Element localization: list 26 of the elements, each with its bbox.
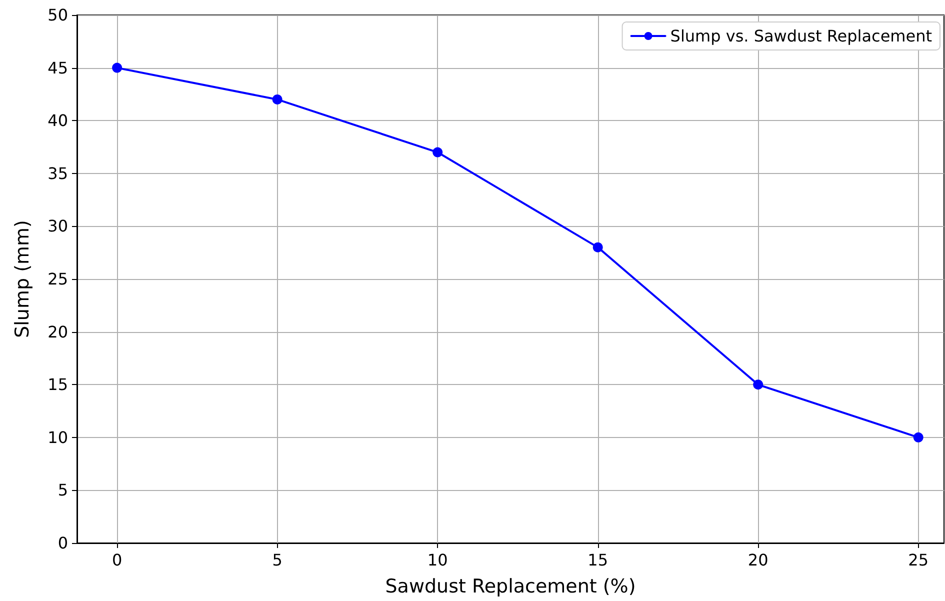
point: [112, 62, 122, 73]
y-tick-label: 15: [48, 375, 68, 394]
y-tick-label: 0: [58, 534, 68, 552]
x-tick-label: 5: [272, 550, 282, 570]
x-tick-label: 0: [112, 550, 122, 570]
y-tick-label: 25: [48, 270, 68, 288]
y-tick-label: 10: [48, 428, 68, 447]
x-axis-title: Sawdust Replacement (%): [385, 576, 636, 598]
legend-label: Slump vs. Sawdust Replacement: [670, 26, 932, 46]
point: [272, 94, 282, 104]
x-tick-label: 25: [908, 550, 929, 570]
x-tick-label: 20: [748, 550, 768, 570]
y-tick-label: 35: [48, 164, 68, 183]
y-tick-label: 20: [48, 322, 68, 342]
y-tick-label: 50: [48, 6, 68, 24]
y-tick-label: 40: [48, 111, 68, 130]
point: [592, 242, 603, 252]
y-tick-label: 45: [48, 58, 68, 78]
y-tick-label: 30: [48, 216, 68, 236]
x-tick-label: 10: [427, 550, 448, 570]
x-tick-label: 15: [588, 550, 608, 570]
point: [913, 432, 924, 442]
point: [753, 380, 764, 390]
point: [432, 147, 443, 158]
y-tick-label: 5: [58, 480, 68, 500]
y-axis-title: Slump (mm): [12, 220, 34, 338]
